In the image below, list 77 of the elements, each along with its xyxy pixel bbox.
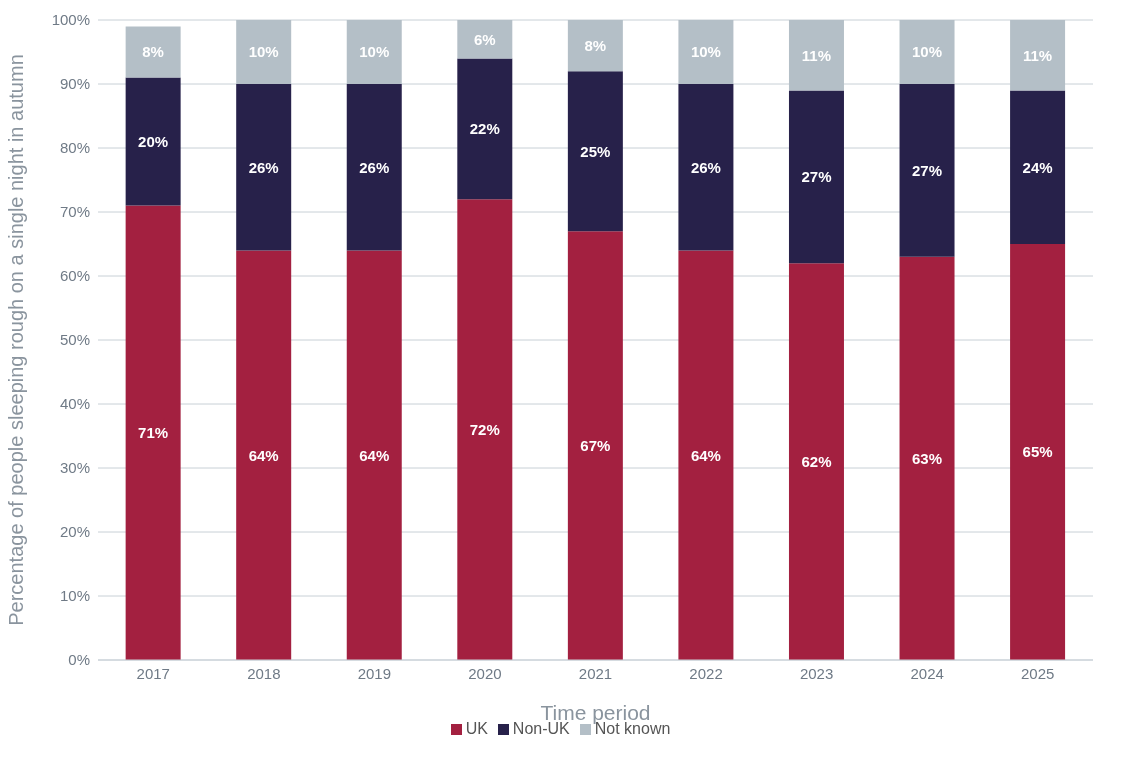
- y-tick-label: 40%: [59, 395, 90, 413]
- bar: [788, 20, 844, 91]
- bar: [457, 20, 513, 59]
- x-tick-label: 2024: [910, 664, 944, 682]
- data-label: 10%: [248, 43, 279, 61]
- y-tick-label: 60%: [59, 267, 90, 285]
- bar: [125, 26, 181, 78]
- bar: [567, 231, 623, 660]
- y-tick-label: 20%: [59, 523, 90, 541]
- data-label: 65%: [1022, 443, 1053, 461]
- y-tick-label: 30%: [59, 459, 90, 477]
- bar: [899, 20, 955, 84]
- x-tick-label: 2021: [578, 664, 613, 682]
- bar: [1010, 90, 1066, 244]
- bar: [457, 58, 513, 200]
- x-tick-label: 2019: [357, 664, 392, 682]
- y-tick-label: 80%: [59, 139, 90, 157]
- bar: [346, 250, 402, 660]
- bar: [567, 71, 623, 232]
- x-tick-label: 2017: [136, 664, 170, 682]
- data-label: 27%: [801, 168, 832, 186]
- legend-label: UK: [465, 720, 488, 737]
- y-tick-label: 90%: [59, 75, 90, 93]
- data-label: 20%: [138, 132, 169, 150]
- data-label: 64%: [690, 446, 721, 464]
- data-label: 10%: [359, 43, 390, 61]
- data-label: 64%: [248, 446, 279, 464]
- data-label: 26%: [690, 158, 721, 176]
- bar: [236, 84, 292, 251]
- bar: [346, 20, 402, 84]
- y-tick-label: 100%: [51, 11, 90, 29]
- bar: [899, 256, 955, 660]
- legend-label: Non-UK: [512, 720, 570, 737]
- data-label: 11%: [801, 46, 832, 64]
- data-label: 25%: [580, 142, 611, 160]
- bar: [899, 84, 955, 257]
- bar: [788, 263, 844, 660]
- bar: [236, 250, 292, 660]
- data-label: 6%: [473, 30, 496, 48]
- bar: [678, 250, 734, 660]
- bar: [125, 205, 181, 660]
- bar: [346, 84, 402, 251]
- data-label: 64%: [359, 446, 390, 464]
- data-label: 27%: [912, 161, 943, 179]
- data-label: 10%: [690, 43, 721, 61]
- data-label: 71%: [138, 424, 169, 442]
- y-axis-title: Percentage of people sleeping rough on a single night in autumn: [5, 54, 28, 626]
- data-label: 10%: [912, 43, 943, 61]
- bar: [125, 77, 181, 206]
- data-label: 24%: [1022, 158, 1053, 176]
- x-tick-label: 2023: [799, 664, 834, 682]
- bar: [1010, 20, 1066, 91]
- bar: [678, 84, 734, 251]
- data-label: 72%: [469, 420, 500, 438]
- data-label: 22%: [469, 120, 500, 138]
- y-tick-label: 10%: [59, 587, 90, 605]
- y-tick-label: 50%: [59, 331, 90, 349]
- data-label: 8%: [142, 43, 164, 61]
- y-tick-label: 0%: [68, 651, 90, 669]
- x-tick-label: 2022: [689, 664, 723, 682]
- data-label: 62%: [801, 452, 832, 470]
- data-label: 26%: [248, 158, 279, 176]
- x-tick-label: 2020: [468, 664, 502, 682]
- x-tick-label: 2018: [247, 664, 281, 682]
- data-label: 11%: [1022, 46, 1053, 64]
- data-label: 67%: [580, 436, 611, 454]
- bar: [457, 199, 513, 660]
- bar: [567, 20, 623, 72]
- bar: [678, 20, 734, 84]
- x-tick-label: 2025: [1021, 664, 1055, 682]
- bar: [1010, 244, 1066, 660]
- data-label: 8%: [584, 36, 607, 54]
- bar: [788, 90, 844, 264]
- data-label: 63%: [912, 449, 943, 467]
- bar: [236, 20, 292, 84]
- y-tick-label: 70%: [59, 203, 90, 221]
- data-label: 26%: [359, 158, 390, 176]
